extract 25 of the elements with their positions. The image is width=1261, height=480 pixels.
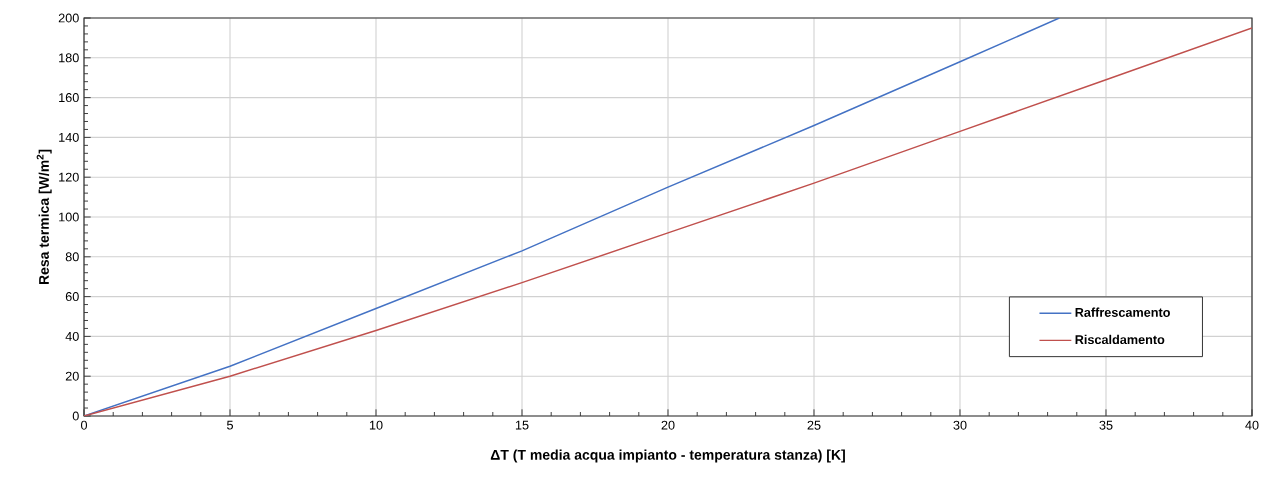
x-tick-label: 15: [515, 420, 529, 430]
legend-label: Riscaldamento: [1075, 334, 1165, 345]
y-tick-label: 200: [58, 13, 79, 23]
y-tick-label: 20: [65, 371, 79, 381]
y-tick-label: 180: [59, 53, 79, 63]
y-tick-label: 0: [72, 411, 79, 421]
x-tick-label: 5: [226, 420, 234, 430]
y-tick-label: 120: [59, 172, 79, 182]
x-tick-label: 0: [80, 420, 88, 430]
x-tick-label: 35: [1099, 420, 1113, 430]
y-tick-label: 100: [59, 212, 79, 222]
y-tick-label: 140: [59, 132, 79, 142]
x-tick-label: 10: [369, 420, 383, 430]
y-tick-label: 60: [65, 292, 79, 302]
x-tick-label: 40: [1245, 420, 1259, 430]
x-tick-label: 20: [661, 420, 675, 430]
x-tick-label: 25: [807, 420, 821, 430]
x-tick-label: 30: [953, 420, 967, 430]
x-axis-title: ΔT (T media acqua impianto - temperatura stanza) [K]: [490, 449, 845, 463]
y-axis-title: Resa termica [W/m$^{2}$]: [36, 149, 52, 285]
y-tick-label: 40: [65, 331, 79, 341]
y-tick-label: 80: [65, 252, 79, 262]
legend-label: Raffrescamento: [1075, 307, 1170, 317]
y-tick-label: 160: [59, 93, 79, 103]
line-series: [84, 18, 1061, 416]
